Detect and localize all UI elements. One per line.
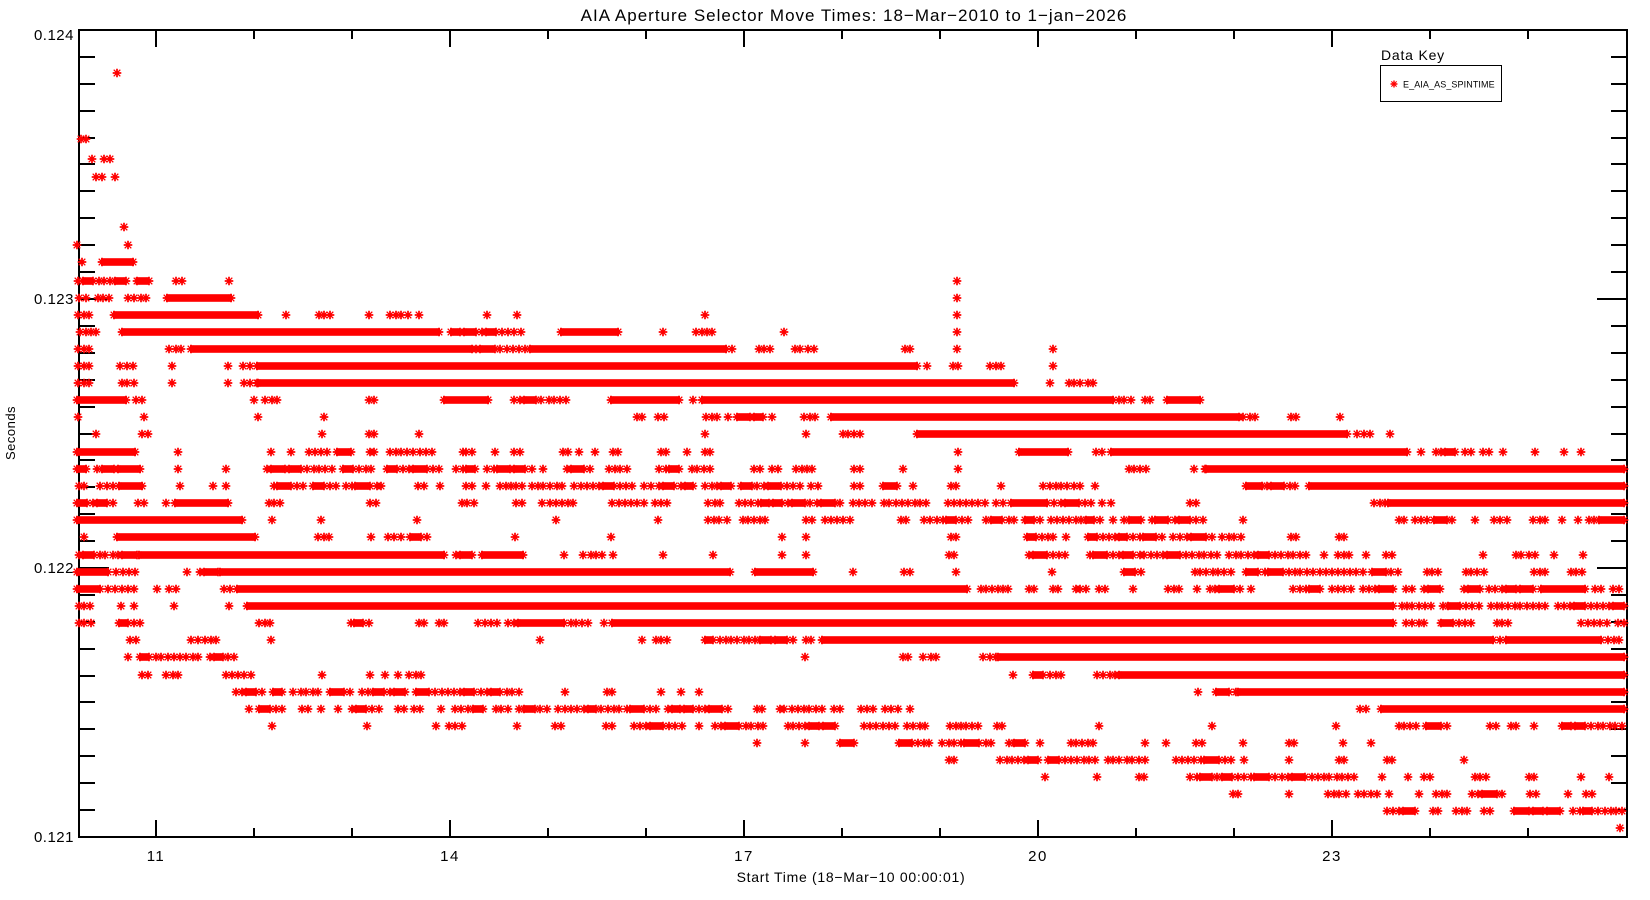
svg-text:0.121: 0.121 [34, 829, 74, 846]
svg-text:0.123: 0.123 [34, 291, 74, 308]
svg-text:0.124: 0.124 [34, 27, 74, 44]
svg-text:Data Key: Data Key [1381, 47, 1445, 63]
svg-text:11: 11 [147, 848, 166, 865]
svg-text:20: 20 [1028, 848, 1048, 865]
svg-text:Seconds: Seconds [3, 406, 18, 460]
svg-text:AIA Aperture Selector Move Tim: AIA Aperture Selector Move Times: 18−Mar… [581, 6, 1128, 25]
svg-text:E_AIA_AS_SPINTIME: E_AIA_AS_SPINTIME [1403, 80, 1495, 90]
svg-text:23: 23 [1322, 848, 1342, 865]
svg-text:17: 17 [734, 848, 754, 865]
svg-text:Start Time (18−Mar−10 00:00:01: Start Time (18−Mar−10 00:00:01) [737, 869, 966, 885]
svg-text:0.122: 0.122 [34, 560, 74, 577]
svg-text:14: 14 [440, 848, 460, 865]
